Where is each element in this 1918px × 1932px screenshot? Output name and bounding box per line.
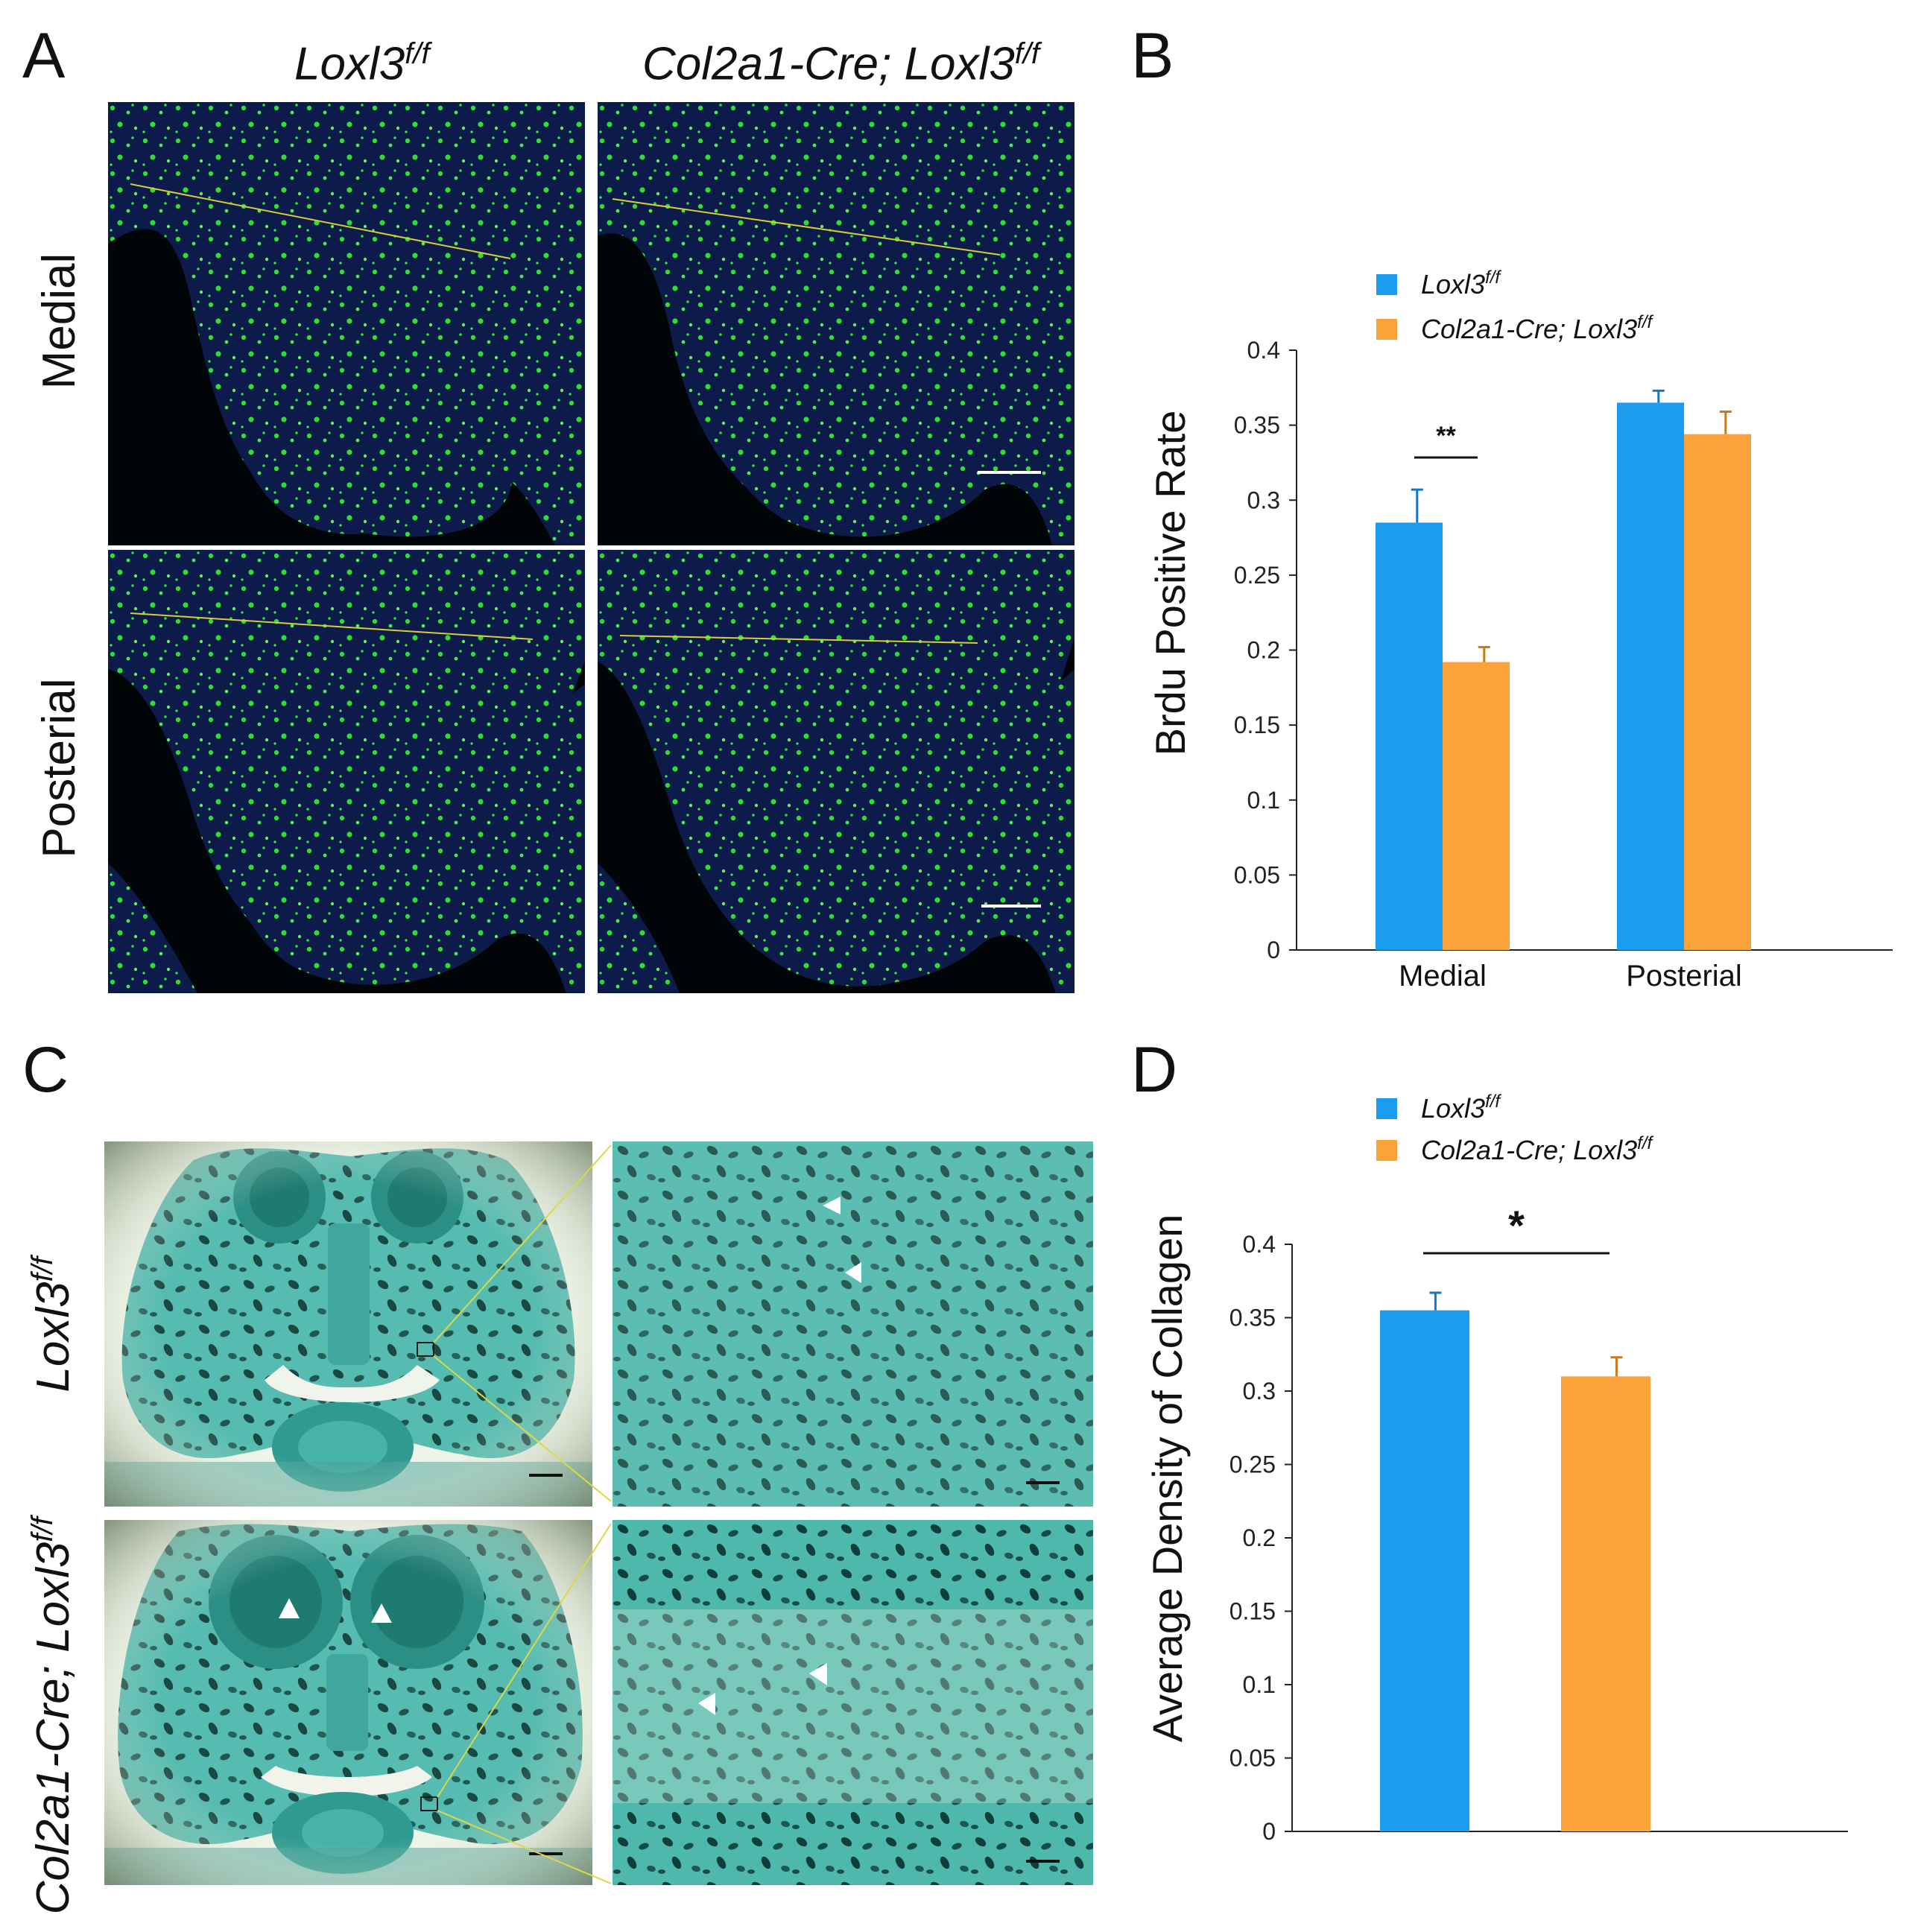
chart-b-y-tick-label-8: 0.4 <box>1247 337 1280 364</box>
chart-d-y-tick-label-6: 0.3 <box>1243 1378 1276 1404</box>
panel-a-column-label-mutant-text: Col2a1-Cre; Loxl3 <box>642 38 1015 90</box>
panel-a-column-label-control: Loxl3f/f <box>294 39 430 88</box>
chart-b-y-tick-label-1: 0.05 <box>1234 861 1280 888</box>
chart-d-legend-swatch-1 <box>1376 1098 1397 1119</box>
panel-a-column-label-control-sup: f/f <box>405 37 430 70</box>
chart-d-legend-label-1-sup: f/f <box>1485 1092 1501 1112</box>
chart-d-y-tick-label-4: 0.2 <box>1243 1524 1276 1551</box>
chart-d-y-tick-label-3: 0.15 <box>1229 1598 1276 1625</box>
chart-b-bar-2-2 <box>1684 434 1751 950</box>
chart-b-legend-label-2-text: Col2a1-Cre; Loxl3 <box>1421 314 1637 344</box>
panel-c-letter: C <box>22 1034 69 1106</box>
chart-b-y-tick-label-2: 0.1 <box>1247 787 1280 814</box>
chart-b-bar-1-1 <box>1376 522 1443 950</box>
chart-d-legend-label-2: Col2a1-Cre; Loxl3f/f <box>1421 1133 1653 1165</box>
chart-d-y-tick-label-0: 0 <box>1262 1818 1276 1845</box>
chart-b-legend-label-1-text: Loxl3 <box>1421 269 1485 300</box>
panel-c-section-overview-control <box>104 1141 592 1507</box>
chart-b-y-tick-label-7: 0.35 <box>1234 412 1280 439</box>
panel-c-zoom-control <box>613 1141 1093 1507</box>
chart-b-y-tick-label-3: 0.15 <box>1234 712 1280 738</box>
chart-d-legend-label-1: Loxl3f/f <box>1421 1092 1501 1124</box>
chart-d-y-tick-label-5: 0.25 <box>1229 1451 1276 1478</box>
panel-a-column-label-mutant: Col2a1-Cre; Loxl3f/f <box>642 39 1039 88</box>
chart-b-legend-label-1: Loxl3f/f <box>1421 267 1501 300</box>
panel-a-column-label-mutant-sup: f/f <box>1014 37 1040 70</box>
chart-b-legend-label-2-sup: f/f <box>1637 312 1653 332</box>
chart-b-y-axis-label: Brdu Positive Rate <box>1147 411 1194 756</box>
panel-c-section-overview-mutant <box>104 1520 592 1885</box>
chart-d-y-axis-label: Average Density of Collagen <box>1144 1214 1191 1743</box>
panel-a-micrograph-posterial-control <box>108 550 585 993</box>
panel-b-chart: Loxl3f/f Col2a1-Cre; Loxl3f/f 0 0.05 0.1 0.15… <box>1133 238 1908 1013</box>
chart-b-y-tick-label-5: 0.25 <box>1234 562 1280 589</box>
panel-c-zoom-mutant <box>613 1520 1093 1885</box>
chart-b-bar-2-1 <box>1617 402 1684 950</box>
chart-d-legend-label-1-text: Loxl3 <box>1421 1093 1485 1124</box>
chart-d-bar-1-2 <box>1561 1376 1650 1831</box>
chart-b-y-tick-label-4: 0.2 <box>1247 637 1280 664</box>
chart-d-y-tick-label-8: 0.4 <box>1243 1231 1276 1258</box>
chart-b-x-tick-label-1: Medial <box>1399 960 1487 992</box>
chart-b-legend-label-2: Col2a1-Cre; Loxl3f/f <box>1421 312 1653 344</box>
chart-d-y-tick-label-7: 0.35 <box>1229 1305 1276 1331</box>
chart-b-legend-swatch-1 <box>1376 274 1397 295</box>
chart-b-bar-1-2 <box>1443 662 1510 950</box>
chart-d-legend-label-2-text: Col2a1-Cre; Loxl3 <box>1421 1135 1637 1165</box>
panel-d-letter: D <box>1131 1034 1178 1106</box>
chart-b-x-tick-label-2: Posterial <box>1626 960 1742 992</box>
panel-a-letter: A <box>22 20 66 92</box>
chart-b-legend-swatch-2 <box>1376 319 1397 340</box>
chart-d-legend-swatch-2 <box>1376 1140 1397 1161</box>
chart-b-significance-marker: ** <box>1436 422 1456 450</box>
chart-d-y-tick-label-1: 0.05 <box>1229 1745 1276 1772</box>
panel-a-micrograph-medial-mutant <box>598 102 1074 545</box>
chart-b-y-tick-label-6: 0.3 <box>1247 487 1280 513</box>
panel-a-micrograph-posterial-mutant <box>598 550 1074 993</box>
panel-d-chart: Loxl3f/f Col2a1-Cre; Loxl3f/f 0 0.05 0.1 0.15… <box>1133 1065 1908 1915</box>
chart-d-legend-label-2-sup: f/f <box>1637 1133 1653 1153</box>
chart-b-y-tick-label-0: 0 <box>1267 937 1280 963</box>
chart-d-y-tick-label-2: 0.1 <box>1243 1671 1276 1698</box>
chart-d-bar-1-1 <box>1380 1310 1469 1831</box>
chart-d-significance-marker: * <box>1508 1202 1525 1249</box>
panel-a-column-label-control-text: Loxl3 <box>294 38 405 90</box>
panel-a-micrograph-medial-control <box>108 102 585 545</box>
panel-b-letter: B <box>1131 20 1174 92</box>
chart-b-legend-label-1-sup: f/f <box>1485 267 1501 288</box>
